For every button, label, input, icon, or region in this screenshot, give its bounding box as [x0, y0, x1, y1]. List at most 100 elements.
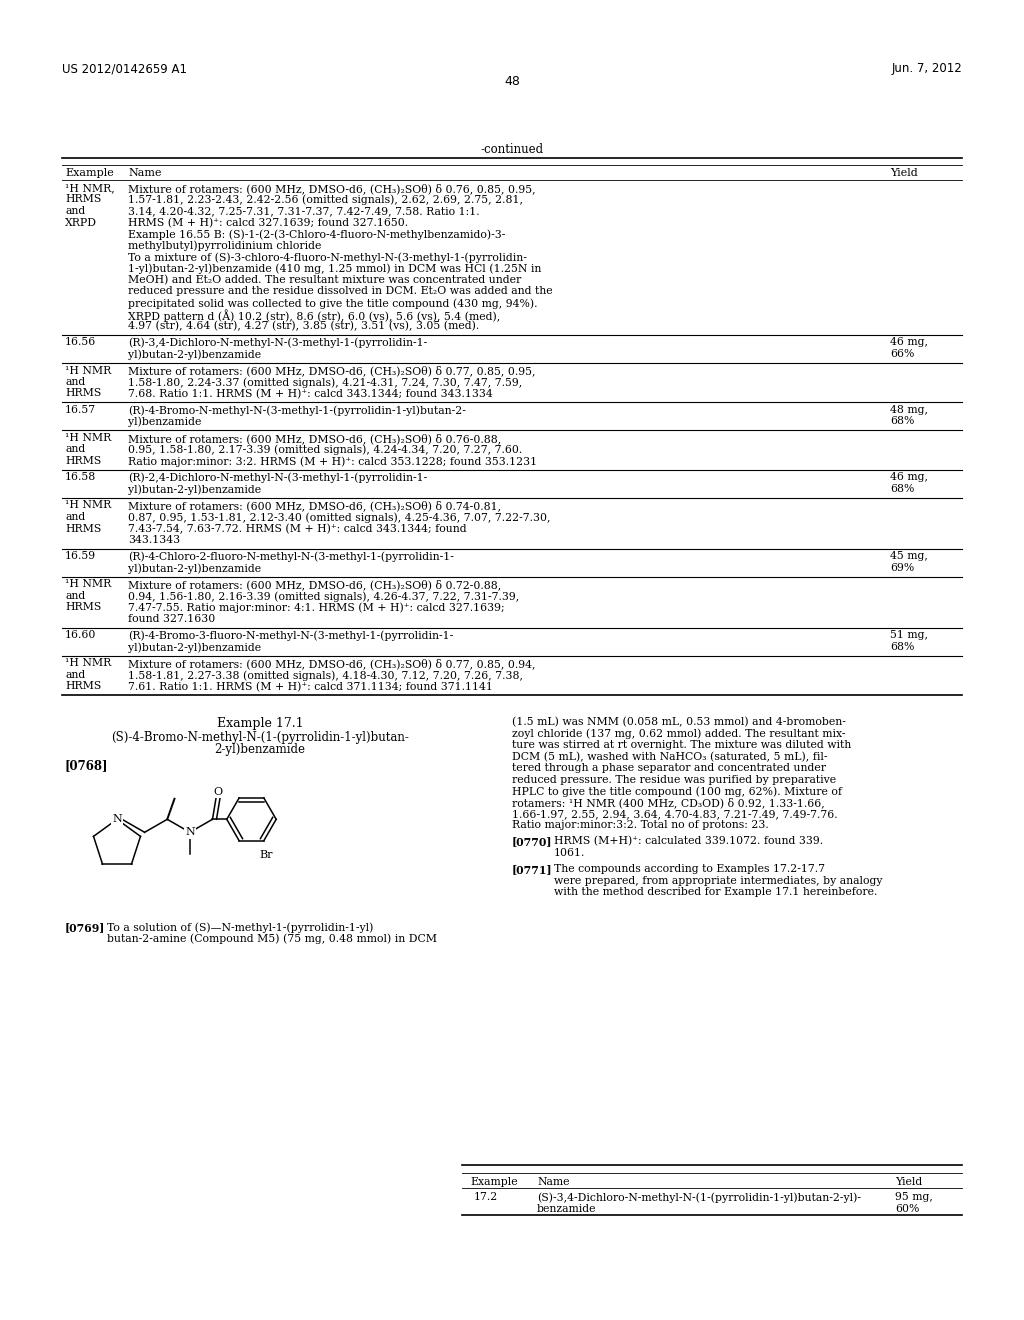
- Text: 7.68. Ratio 1:1. HRMS (M + H)⁺: calcd 343.1344; found 343.1334: 7.68. Ratio 1:1. HRMS (M + H)⁺: calcd 34…: [128, 388, 493, 399]
- Text: 16.56: 16.56: [65, 338, 96, 347]
- Text: Mixture of rotamers: (600 MHz, DMSO-d6, (CH₃)₂SOθ) δ 0.76-0.88,: Mixture of rotamers: (600 MHz, DMSO-d6, …: [128, 433, 502, 444]
- Text: ture was stirred at rt overnight. The mixture was diluted with: ture was stirred at rt overnight. The mi…: [512, 741, 851, 750]
- Text: found 327.1630: found 327.1630: [128, 614, 215, 624]
- Text: [0770]: [0770]: [512, 836, 553, 847]
- Text: HRMS (M + H)⁺: calcd 327.1639; found 327.1650.: HRMS (M + H)⁺: calcd 327.1639; found 327…: [128, 218, 409, 228]
- Text: The compounds according to Examples 17.2-17.7: The compounds according to Examples 17.2…: [554, 865, 825, 874]
- Text: 3.14, 4.20-4.32, 7.25-7.31, 7.31-7.37, 7.42-7.49, 7.58. Ratio 1:1.: 3.14, 4.20-4.32, 7.25-7.31, 7.31-7.37, 7…: [128, 206, 479, 216]
- Text: HRMS (M+H)⁺: calculated 339.1072. found 339.: HRMS (M+H)⁺: calculated 339.1072. found …: [554, 836, 823, 846]
- Text: 51 mg,: 51 mg,: [890, 631, 928, 640]
- Text: Example: Example: [65, 168, 114, 178]
- Text: (R)-3,4-Dichloro-N-methyl-N-(3-methyl-1-(pyrrolidin-1-: (R)-3,4-Dichloro-N-methyl-N-(3-methyl-1-…: [128, 338, 427, 348]
- Text: 48: 48: [504, 75, 520, 88]
- Text: 0.95, 1.58-1.80, 2.17-3.39 (omitted signals), 4.24-4.34, 7.20, 7.27, 7.60.: 0.95, 1.58-1.80, 2.17-3.39 (omitted sign…: [128, 445, 522, 455]
- Text: rotamers: ¹H NMR (400 MHz, CD₃OD) δ 0.92, 1.33-1.66,: rotamers: ¹H NMR (400 MHz, CD₃OD) δ 0.92…: [512, 797, 824, 808]
- Text: ¹H NMR: ¹H NMR: [65, 433, 112, 444]
- Text: methylbutyl)pyrrolidinium chloride: methylbutyl)pyrrolidinium chloride: [128, 240, 322, 251]
- Text: Mixture of rotamers: (600 MHz, DMSO-d6, (CH₃)₂SOθ) δ 0.76, 0.85, 0.95,: Mixture of rotamers: (600 MHz, DMSO-d6, …: [128, 183, 536, 194]
- Text: 1.57-1.81, 2.23-2.43, 2.42-2.56 (omitted signals), 2.62, 2.69, 2.75, 2.81,: 1.57-1.81, 2.23-2.43, 2.42-2.56 (omitted…: [128, 194, 523, 205]
- Text: [0768]: [0768]: [65, 759, 109, 772]
- Text: with the method described for Example 17.1 hereinbefore.: with the method described for Example 17…: [554, 887, 878, 898]
- Text: 2-yl)benzamide: 2-yl)benzamide: [214, 743, 305, 756]
- Text: tered through a phase separator and concentrated under: tered through a phase separator and conc…: [512, 763, 826, 774]
- Text: ¹H NMR: ¹H NMR: [65, 500, 112, 511]
- Text: were prepared, from appropriate intermediates, by analogy: were prepared, from appropriate intermed…: [554, 875, 883, 886]
- Text: and: and: [65, 378, 85, 387]
- Text: 4.97 (str), 4.64 (str), 4.27 (str), 3.85 (str), 3.51 (vs), 3.05 (med).: 4.97 (str), 4.64 (str), 4.27 (str), 3.85…: [128, 321, 479, 331]
- Text: 46 mg,: 46 mg,: [890, 338, 928, 347]
- Text: (S)-4-Bromo-N-methyl-N-(1-(pyrrolidin-1-yl)butan-: (S)-4-Bromo-N-methyl-N-(1-(pyrrolidin-1-…: [111, 731, 409, 744]
- Text: [0769]: [0769]: [65, 921, 105, 933]
- Text: HRMS: HRMS: [65, 524, 101, 533]
- Text: 0.94, 1.56-1.80, 2.16-3.39 (omitted signals), 4.26-4.37, 7.22, 7.31-7.39,: 0.94, 1.56-1.80, 2.16-3.39 (omitted sign…: [128, 591, 519, 602]
- Text: 7.47-7.55. Ratio major:minor: 4:1. HRMS (M + H)⁺: calcd 327.1639;: 7.47-7.55. Ratio major:minor: 4:1. HRMS …: [128, 602, 505, 612]
- Text: 68%: 68%: [890, 484, 914, 494]
- Text: 343.1343: 343.1343: [128, 535, 180, 545]
- Text: N: N: [185, 828, 195, 837]
- Text: Mixture of rotamers: (600 MHz, DMSO-d6, (CH₃)₂SOθ) δ 0.72-0.88,: Mixture of rotamers: (600 MHz, DMSO-d6, …: [128, 579, 502, 590]
- Text: XRPD: XRPD: [65, 218, 97, 227]
- Text: benzamide: benzamide: [537, 1204, 597, 1213]
- Text: HRMS: HRMS: [65, 388, 101, 399]
- Text: Yield: Yield: [895, 1177, 923, 1187]
- Text: (R)-4-Chloro-2-fluoro-N-methyl-N-(3-methyl-1-(pyrrolidin-1-: (R)-4-Chloro-2-fluoro-N-methyl-N-(3-meth…: [128, 552, 454, 562]
- Text: Mixture of rotamers: (600 MHz, DMSO-d6, (CH₃)₂SOθ) δ 0.77, 0.85, 0.95,: Mixture of rotamers: (600 MHz, DMSO-d6, …: [128, 366, 536, 376]
- Text: 7.43-7.54, 7.63-7.72. HRMS (M + H)⁺: calcd 343.1344; found: 7.43-7.54, 7.63-7.72. HRMS (M + H)⁺: cal…: [128, 524, 467, 533]
- Text: 69%: 69%: [890, 564, 914, 573]
- Text: HRMS: HRMS: [65, 681, 101, 692]
- Text: Example 16.55 B: (S)-1-(2-(3-Chloro-4-fluoro-N-methylbenzamido)-3-: Example 16.55 B: (S)-1-(2-(3-Chloro-4-fl…: [128, 228, 506, 239]
- Text: 16.58: 16.58: [65, 473, 96, 483]
- Text: Mixture of rotamers: (600 MHz, DMSO-d6, (CH₃)₂SOθ) δ 0.77, 0.85, 0.94,: Mixture of rotamers: (600 MHz, DMSO-d6, …: [128, 659, 536, 669]
- Text: HPLC to give the title compound (100 mg, 62%). Mixture of: HPLC to give the title compound (100 mg,…: [512, 785, 842, 796]
- Text: To a solution of (S)—N-methyl-1-(pyrrolidin-1-yl): To a solution of (S)—N-methyl-1-(pyrroli…: [106, 921, 374, 932]
- Text: 1.58-1.80, 2.24-3.37 (omitted signals), 4.21-4.31, 7.24, 7.30, 7.47, 7.59,: 1.58-1.80, 2.24-3.37 (omitted signals), …: [128, 378, 522, 388]
- Text: 1061.: 1061.: [554, 847, 586, 858]
- Text: ¹H NMR: ¹H NMR: [65, 366, 112, 375]
- Text: XRPD pattern d (Å) 10.2 (str), 8.6 (str), 6.0 (vs), 5.6 (vs), 5.4 (med),: XRPD pattern d (Å) 10.2 (str), 8.6 (str)…: [128, 309, 501, 322]
- Text: Mixture of rotamers: (600 MHz, DMSO-d6, (CH₃)₂SOθ) δ 0.74-0.81,: Mixture of rotamers: (600 MHz, DMSO-d6, …: [128, 500, 501, 511]
- Text: 60%: 60%: [895, 1204, 920, 1213]
- Text: 16.60: 16.60: [65, 631, 96, 640]
- Text: -continued: -continued: [480, 143, 544, 156]
- Text: 45 mg,: 45 mg,: [890, 552, 928, 561]
- Text: (R)-4-Bromo-N-methyl-N-(3-methyl-1-(pyrrolidin-1-yl)butan-2-: (R)-4-Bromo-N-methyl-N-(3-methyl-1-(pyrr…: [128, 405, 466, 416]
- Text: Name: Name: [128, 168, 162, 178]
- Text: (R)-2,4-Dichloro-N-methyl-N-(3-methyl-1-(pyrrolidin-1-: (R)-2,4-Dichloro-N-methyl-N-(3-methyl-1-…: [128, 473, 427, 483]
- Text: butan-2-amine (Compound M5) (75 mg, 0.48 mmol) in DCM: butan-2-amine (Compound M5) (75 mg, 0.48…: [106, 933, 437, 944]
- Text: DCM (5 mL), washed with NaHCO₃ (saturated, 5 mL), fil-: DCM (5 mL), washed with NaHCO₃ (saturate…: [512, 751, 827, 762]
- Text: 68%: 68%: [890, 417, 914, 426]
- Text: 1.58-1.81, 2.27-3.38 (omitted signals), 4.18-4.30, 7.12, 7.20, 7.26, 7.38,: 1.58-1.81, 2.27-3.38 (omitted signals), …: [128, 671, 523, 681]
- Text: Yield: Yield: [890, 168, 918, 178]
- Text: and: and: [65, 591, 85, 601]
- Text: HRMS: HRMS: [65, 455, 101, 466]
- Text: zoyl chloride (137 mg, 0.62 mmol) added. The resultant mix-: zoyl chloride (137 mg, 0.62 mmol) added.…: [512, 729, 846, 739]
- Text: 16.57: 16.57: [65, 405, 96, 414]
- Text: Example 17.1: Example 17.1: [217, 717, 303, 730]
- Text: [0771]: [0771]: [512, 865, 553, 875]
- Text: HRMS: HRMS: [65, 602, 101, 612]
- Text: ¹H NMR: ¹H NMR: [65, 659, 112, 668]
- Text: Br: Br: [259, 850, 273, 861]
- Text: and: and: [65, 206, 85, 216]
- Text: 95 mg,: 95 mg,: [895, 1192, 933, 1203]
- Text: precipitated solid was collected to give the title compound (430 mg, 94%).: precipitated solid was collected to give…: [128, 298, 538, 309]
- Text: (1.5 mL) was NMM (0.058 mL, 0.53 mmol) and 4-bromoben-: (1.5 mL) was NMM (0.058 mL, 0.53 mmol) a…: [512, 717, 846, 727]
- Text: O: O: [214, 787, 223, 797]
- Text: 66%: 66%: [890, 348, 914, 359]
- Text: 68%: 68%: [890, 642, 914, 652]
- Text: and: and: [65, 445, 85, 454]
- Text: (R)-4-Bromo-3-fluoro-N-methyl-N-(3-methyl-1-(pyrrolidin-1-: (R)-4-Bromo-3-fluoro-N-methyl-N-(3-methy…: [128, 631, 454, 642]
- Text: yl)benzamide: yl)benzamide: [128, 417, 202, 428]
- Text: reduced pressure. The residue was purified by preparative: reduced pressure. The residue was purifi…: [512, 775, 837, 784]
- Text: US 2012/0142659 A1: US 2012/0142659 A1: [62, 62, 187, 75]
- Text: yl)butan-2-yl)benzamide: yl)butan-2-yl)benzamide: [128, 564, 261, 574]
- Text: HRMS: HRMS: [65, 194, 101, 205]
- Text: Name: Name: [537, 1177, 569, 1187]
- Text: 16.59: 16.59: [65, 552, 96, 561]
- Text: 46 mg,: 46 mg,: [890, 473, 928, 483]
- Text: ¹H NMR: ¹H NMR: [65, 579, 112, 590]
- Text: Example: Example: [470, 1177, 517, 1187]
- Text: 1.66-1.97, 2.55, 2.94, 3.64, 4.70-4.83, 7.21-7.49, 7.49-7.76.: 1.66-1.97, 2.55, 2.94, 3.64, 4.70-4.83, …: [512, 809, 838, 818]
- Text: yl)butan-2-yl)benzamide: yl)butan-2-yl)benzamide: [128, 642, 261, 652]
- Text: Ratio major:minor: 3:2. HRMS (M + H)⁺: calcd 353.1228; found 353.1231: Ratio major:minor: 3:2. HRMS (M + H)⁺: c…: [128, 455, 538, 466]
